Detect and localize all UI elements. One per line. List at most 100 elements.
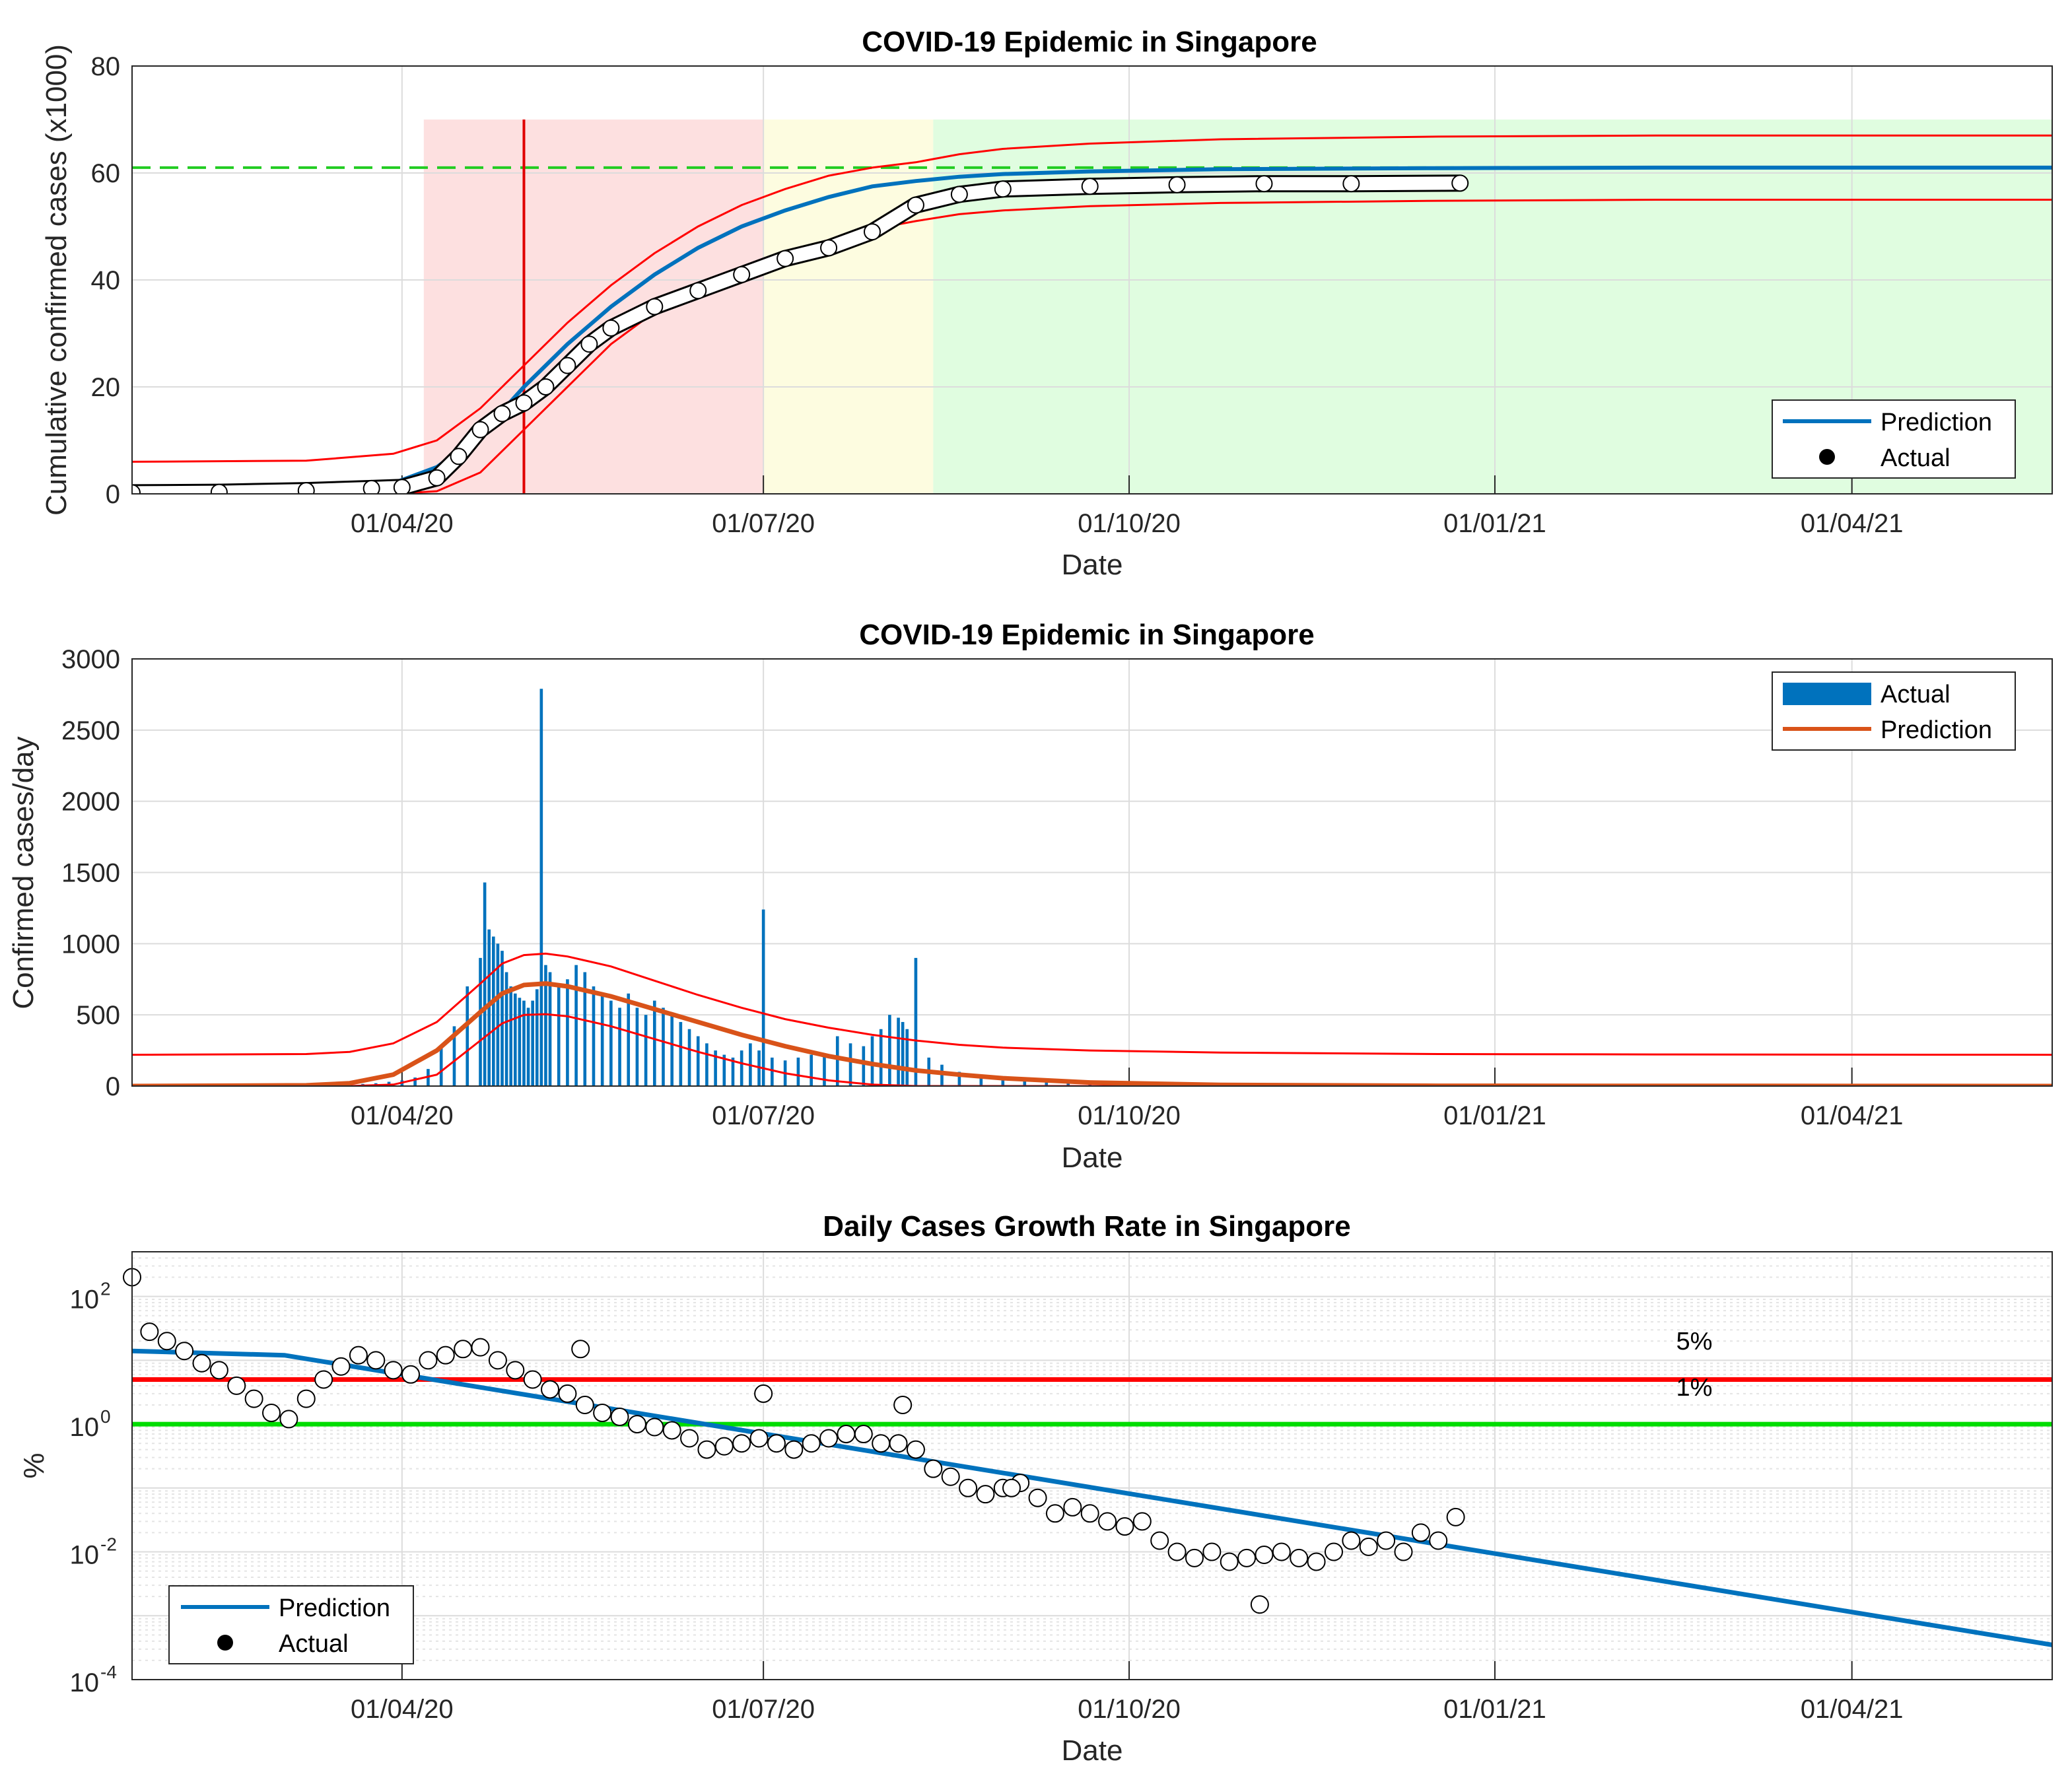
daily-case-bar (483, 882, 487, 1086)
actual-point (872, 1434, 891, 1453)
actual-point (1290, 1548, 1309, 1567)
actual-point (384, 1361, 403, 1380)
daily-case-bar (870, 1036, 874, 1086)
actual-point (959, 1478, 978, 1497)
y-tick-label: 500 (76, 1001, 120, 1030)
actual-point (645, 1417, 664, 1437)
actual-point (802, 1434, 821, 1453)
legend-marker-actual (1819, 449, 1835, 465)
legend-label-actual: Actual (279, 1630, 349, 1658)
actual-point (1167, 1542, 1187, 1561)
actual-point (331, 1357, 351, 1376)
actual-point (349, 1346, 368, 1365)
actual-point (1045, 1504, 1064, 1523)
y-tick-label: 60 (91, 159, 121, 188)
actual-point (1063, 1497, 1082, 1517)
x-tick-label: 01/07/20 (712, 509, 815, 538)
actual-point (366, 1351, 386, 1370)
daily-case-bar (504, 972, 508, 1086)
actual-point (471, 1338, 490, 1357)
daily-case-bar (526, 1008, 530, 1086)
actual-point (1168, 176, 1186, 193)
actual-point (559, 357, 576, 374)
actual-point (1411, 1523, 1430, 1542)
actual-point (450, 448, 467, 465)
daily-case-bar (539, 689, 543, 1086)
actual-point (537, 378, 555, 395)
actual-point (777, 250, 794, 267)
actual-points (123, 1268, 1465, 1614)
actual-point (1132, 1512, 1152, 1531)
actual-point (767, 1434, 786, 1453)
daily-cases-panel: 0 500 1000 1500 2000 2500 3000 01/04/20 01/07/20… (7, 619, 2053, 1174)
actual-point (1255, 175, 1273, 193)
legend-label-prediction: Prediction (279, 1594, 390, 1622)
actual-point (924, 1459, 943, 1478)
daily-case-bar (957, 1072, 961, 1086)
axes-box (131, 1251, 2053, 1680)
actual-point (488, 1351, 507, 1370)
daily-case-bar (609, 1000, 613, 1086)
actual-point (1359, 1537, 1378, 1556)
plot-lines (132, 952, 2052, 1086)
actual-point (1202, 1542, 1222, 1561)
daily-case-bar (810, 1054, 813, 1086)
daily-case-bar (705, 1043, 708, 1086)
actual-point (680, 1429, 699, 1448)
daily-case-bar (618, 1008, 621, 1086)
actual-point (646, 298, 664, 316)
actual-point (602, 319, 620, 337)
upper-bound-line (132, 952, 2052, 1056)
actual-point (610, 1408, 629, 1427)
actual-point (515, 394, 533, 412)
daily-case-bar (509, 986, 512, 1086)
actual-point (1342, 1531, 1361, 1550)
actual-point (262, 1404, 281, 1423)
daily-case-bar (823, 1053, 826, 1086)
actual-point (784, 1440, 804, 1459)
y-tick-label: 10 (70, 1413, 100, 1442)
daily-case-bar (487, 929, 491, 1086)
actual-point (732, 1434, 751, 1453)
legend: Actual Prediction (1772, 671, 2016, 751)
daily-case-bar (796, 1057, 800, 1086)
y-tick-exponent: -4 (100, 1662, 117, 1682)
actual-point (906, 1440, 925, 1459)
actual-point (689, 282, 707, 300)
cumulative-cases-panel: 0 20 40 60 80 01/04/20 01/07/20 01/10/20 01/01/2… (40, 26, 2053, 581)
actual-point (393, 479, 411, 494)
actual-point (994, 180, 1012, 198)
actual-point (419, 1351, 438, 1370)
daily-case-bar (1001, 1076, 1005, 1086)
daily-case-bar (914, 957, 918, 1086)
bars (348, 689, 1135, 1086)
y-tick-label: 10 (70, 1285, 100, 1315)
daily-case-bar (583, 972, 587, 1086)
legend-label-prediction: Prediction (1881, 409, 1992, 436)
actual-point (1255, 1545, 1274, 1564)
actual-point (1446, 1507, 1465, 1526)
x-tick-label: 01/01/21 (1443, 509, 1546, 538)
y-axis-label: Cumulative confirmed cases (x1000) (40, 44, 73, 516)
y-tick-label: 80 (91, 52, 121, 81)
x-axis-label: Date (1062, 1142, 1123, 1174)
threshold-label-5pct: 5% (1676, 1328, 1713, 1355)
daily-case-bar (439, 1046, 443, 1086)
daily-case-bar (452, 1026, 456, 1086)
actual-point (697, 1440, 716, 1459)
daily-case-bar (557, 986, 561, 1086)
x-tick-label: 01/04/20 (351, 1101, 454, 1130)
y-tick-exponent: -2 (100, 1534, 117, 1555)
daily-case-bar (566, 979, 569, 1086)
tick-labels: 0 20 40 60 80 01/04/20 01/07/20 01/10/20 01/01/2… (91, 52, 1904, 538)
actual-point (209, 1361, 228, 1380)
daily-case-bar (574, 965, 578, 1086)
actual-point (749, 1429, 769, 1448)
actual-point (1098, 1512, 1117, 1531)
x-tick-label: 01/10/20 (1078, 509, 1181, 538)
daily-case-bar (466, 986, 469, 1086)
x-tick-label: 01/07/20 (712, 1101, 815, 1130)
upper-bound-line (132, 134, 2052, 463)
daily-case-bar (1023, 1077, 1027, 1086)
y-tick-label: 1000 (61, 930, 120, 959)
